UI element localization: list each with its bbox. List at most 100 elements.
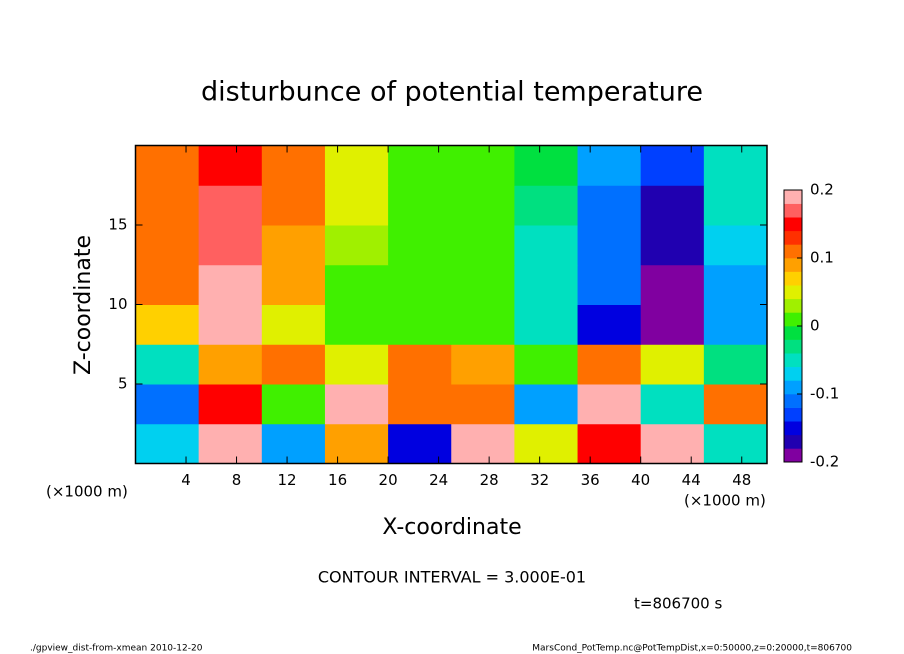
y-tick-label: 10 bbox=[108, 295, 127, 313]
heatmap-cell bbox=[514, 423, 579, 464]
heatmap-cell bbox=[388, 384, 452, 425]
heatmap-cell bbox=[703, 145, 768, 186]
colorbar-swatch bbox=[784, 312, 802, 327]
heatmap-cell bbox=[640, 145, 705, 186]
colorbar-tick-label: 0.1 bbox=[810, 249, 834, 267]
heatmap-cell bbox=[640, 304, 705, 345]
heatmap-cell bbox=[135, 384, 200, 425]
x-tick-label: 20 bbox=[379, 471, 398, 489]
colorbar-swatch bbox=[784, 434, 802, 449]
x-tick-label: 44 bbox=[682, 471, 701, 489]
colorbar-swatch bbox=[784, 366, 802, 381]
colorbar-swatch bbox=[784, 339, 802, 354]
chart-title: disturbunce of potential temperature bbox=[201, 77, 703, 108]
heatmap-cell bbox=[514, 225, 579, 266]
heatmap-cell bbox=[577, 145, 642, 186]
heatmap-cell bbox=[640, 185, 705, 226]
footer-left: ./gpview_dist-from-xmean 2010-12-20 bbox=[30, 644, 203, 654]
heatmap-cell bbox=[261, 344, 326, 385]
heatmap-cell bbox=[640, 384, 705, 425]
heatmap-cell bbox=[198, 423, 263, 464]
colorbar-tick-label: -0.1 bbox=[810, 385, 839, 403]
colorbar-swatch bbox=[784, 285, 802, 300]
heatmap-cell bbox=[514, 304, 579, 345]
colorbar-swatch bbox=[784, 407, 802, 422]
heatmap-cell bbox=[198, 264, 263, 305]
heatmap-cell bbox=[514, 344, 579, 385]
heatmap-cell bbox=[135, 225, 200, 266]
heatmap-cell bbox=[198, 304, 263, 345]
heatmap-cell bbox=[198, 344, 263, 385]
heatmap-cell bbox=[261, 384, 326, 425]
heatmap-cell bbox=[261, 264, 326, 305]
heatmap-cell bbox=[324, 423, 389, 464]
axis-unit-label: (×1000 m) bbox=[684, 492, 766, 510]
heatmap-cell bbox=[451, 423, 515, 464]
heatmap-cell bbox=[324, 145, 389, 186]
x-tick-label: 24 bbox=[429, 471, 448, 489]
heatmap-cell bbox=[135, 145, 200, 186]
heatmap-cell bbox=[135, 304, 200, 345]
x-tick-label: 12 bbox=[278, 471, 297, 489]
colorbar-swatch bbox=[784, 380, 802, 395]
x-tick-label: 36 bbox=[581, 471, 600, 489]
heatmap-cell bbox=[577, 185, 642, 226]
time-label: t=806700 s bbox=[634, 595, 722, 613]
heatmap-cell bbox=[324, 304, 389, 345]
x-tick-label: 4 bbox=[181, 471, 191, 489]
x-tick-label: 40 bbox=[631, 471, 650, 489]
y-tick-label: 5 bbox=[118, 375, 128, 393]
heatmap-cell bbox=[324, 384, 389, 425]
axis-unit-label: (×1000 m) bbox=[46, 483, 128, 501]
heatmap-cell bbox=[577, 423, 642, 464]
x-tick-label: 8 bbox=[232, 471, 242, 489]
colorbar-swatch bbox=[784, 244, 802, 259]
colorbar-swatch bbox=[784, 190, 802, 204]
heatmap-cell bbox=[261, 225, 326, 266]
colorbar-swatch bbox=[784, 271, 802, 286]
heatmap-cell bbox=[451, 384, 515, 425]
heatmap-cell bbox=[451, 225, 515, 266]
heatmap-cell bbox=[198, 225, 263, 266]
heatmap-cell bbox=[703, 225, 768, 266]
heatmap-cell bbox=[703, 185, 768, 226]
heatmap-cell bbox=[451, 344, 515, 385]
heatmap-cell bbox=[703, 264, 768, 305]
heatmap-cell bbox=[261, 423, 326, 464]
heatmap-cell bbox=[135, 264, 200, 305]
heatmap-cell bbox=[451, 304, 515, 345]
heatmap-cell bbox=[451, 145, 515, 186]
contour-interval: CONTOUR INTERVAL = 3.000E-01 bbox=[318, 568, 586, 587]
heatmap-cell bbox=[261, 304, 326, 345]
heatmap-cell bbox=[703, 344, 768, 385]
heatmap-cell bbox=[640, 264, 705, 305]
colorbar-swatch bbox=[784, 230, 802, 245]
heatmap-cell bbox=[324, 264, 389, 305]
heatmap-cell bbox=[577, 304, 642, 345]
colorbar-swatch bbox=[784, 258, 802, 272]
heatmap-cell bbox=[135, 185, 200, 226]
colorbar-swatch bbox=[784, 394, 802, 408]
colorbar-swatch bbox=[784, 298, 802, 313]
heatmap-cell bbox=[388, 344, 452, 385]
heatmap-cell bbox=[451, 185, 515, 226]
heatmap-cell bbox=[388, 423, 452, 464]
heatmap-cell bbox=[135, 344, 200, 385]
heatmap-cell bbox=[198, 145, 263, 186]
heatmap-cell bbox=[577, 225, 642, 266]
y-axis-label: Z-coordinate bbox=[71, 235, 96, 375]
heatmap-cell bbox=[514, 264, 579, 305]
heatmap-cell bbox=[514, 145, 579, 186]
heatmap-cell bbox=[640, 344, 705, 385]
heatmap-cell bbox=[577, 344, 642, 385]
heatmap-cell bbox=[135, 423, 200, 464]
colorbar-tick-label: 0.2 bbox=[810, 181, 834, 199]
heatmap-cell bbox=[703, 423, 768, 464]
heatmap-cell bbox=[388, 264, 452, 305]
heatmap-cell bbox=[261, 145, 326, 186]
colorbar-tick-label: 0 bbox=[810, 317, 820, 335]
x-tick-label: 32 bbox=[530, 471, 549, 489]
heatmap-cell bbox=[198, 185, 263, 226]
